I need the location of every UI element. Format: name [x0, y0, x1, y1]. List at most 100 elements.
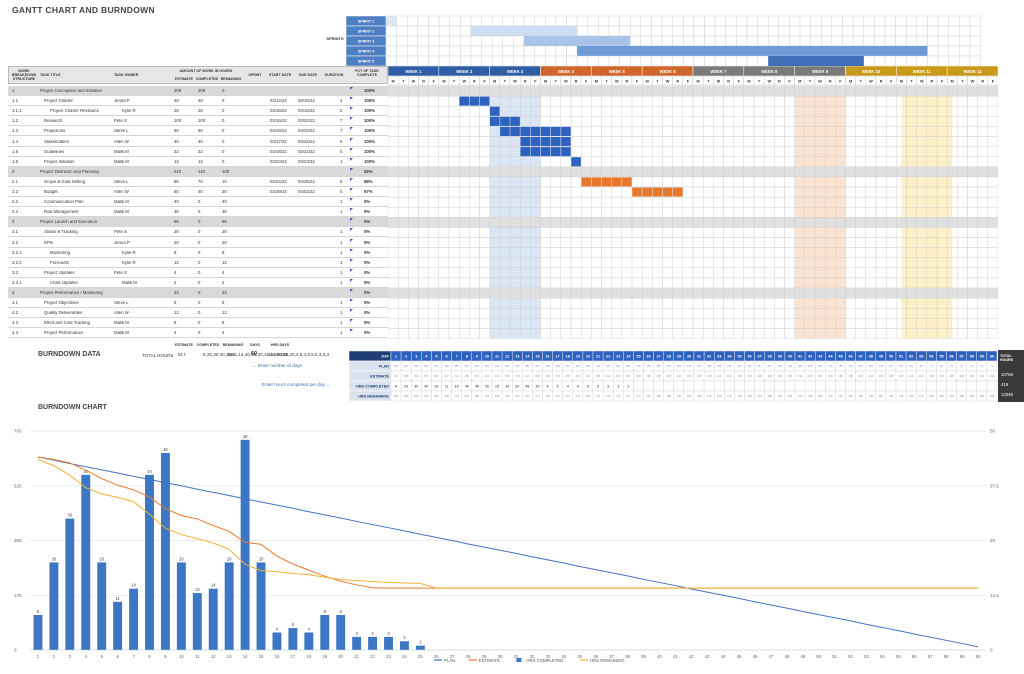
x-tick: 36 [593, 654, 598, 659]
table-row[interactable]: 3 Project Launch and Execution 66 0 66 0% [8, 217, 388, 228]
gantt-cell [763, 297, 775, 309]
table-row[interactable]: 1.3 Projections Steve L 60 60 0 03/16/22 03/22/… [8, 126, 388, 137]
estimate-value: 198 [949, 374, 954, 378]
pct-flag-icon [350, 278, 353, 282]
gantt-cell [733, 308, 745, 319]
pct-flag-icon [350, 309, 353, 313]
remaining-value: 198 [919, 394, 924, 398]
sprint-cell [704, 25, 716, 37]
plan-value: 82 [920, 364, 923, 368]
table-row[interactable]: 4.3 Effort and Cost Tracking Malik M 8 0 8 1 0% [8, 318, 388, 329]
gantt-cell [967, 186, 978, 198]
table-row[interactable]: 4.4 Project Performance Malik M 4 0 4 1 0% [8, 328, 388, 339]
table-row[interactable]: 3.2.1 Monitoring Kylie R 8 0 8 1 0% [8, 248, 388, 258]
table-row[interactable]: 4 Project Performance / Monitoring 32 0 32 0% [8, 288, 388, 299]
sprint-cell [587, 55, 599, 66]
gantt-cell [388, 207, 399, 218]
table-row[interactable]: 3.2 KPIs Jenna P 20 0 20 1 0% [8, 238, 388, 248]
table-row[interactable]: 4.1 Project Objectives Steve L 8 0 8 1 0% [8, 298, 388, 309]
completed-value: 14 [455, 384, 459, 388]
sprint-cell [576, 15, 588, 27]
chart-bar [192, 593, 202, 650]
table-row[interactable]: 2.3 Communication Plan Malik M 40 0 40 1 0% [8, 197, 388, 208]
bd-row-label: DAY [381, 354, 389, 358]
sprint-cell [863, 25, 875, 37]
gantt-cell [702, 126, 714, 137]
gantt-cell [652, 237, 663, 248]
gantt-cell [611, 257, 623, 268]
gantt-cell [428, 247, 440, 258]
sprint-cell [629, 25, 641, 37]
day-letter: W [920, 80, 924, 84]
sprint-cell [608, 25, 620, 37]
gantt-cell [987, 196, 998, 208]
plan-value: 134 [869, 364, 874, 368]
x-tick: 38 [625, 654, 630, 659]
table-row[interactable]: 1.4 Stakeholders Allen W 40 40 0 03/17/22 03/22… [8, 137, 388, 147]
table-row[interactable]: 1.2 Research Pete S 100 100 0 03/16/22 03/22/22… [8, 116, 388, 127]
x-tick: 33 [545, 654, 550, 659]
x-tick: 18 [306, 654, 311, 659]
gantt-cell [702, 207, 714, 218]
sprint-cell [608, 15, 620, 27]
plan-value: 401 [606, 364, 611, 368]
remaining-value: 198 [687, 394, 692, 398]
gantt-cell [723, 176, 734, 188]
table-row[interactable]: 2 Project Definition and Planning 210 110 10… [8, 166, 388, 177]
gantt-cell [885, 257, 897, 268]
x-tick: 21 [354, 654, 359, 659]
table-row[interactable]: 3.1 Status & Tracking Pete S 20 0 20 1 0% [8, 227, 388, 238]
gantt-cell [977, 308, 989, 319]
table-row[interactable]: 3.3.1 Chart Updates Malik M 2 0 2 1 0% [8, 278, 388, 288]
bd-days[interactable]: 60 [251, 351, 258, 357]
estimate-value: 198 [788, 374, 793, 378]
cell-t: Project Conception and Initiation [40, 89, 102, 93]
table-row[interactable]: 2.4 Risk Management Malik M 30 0 30 1 0% [8, 207, 388, 218]
table-row[interactable]: 2.2 Budget Allen W 60 40 20 03/29/22 04/02/22 5 6… [8, 187, 388, 198]
gantt-cell [692, 136, 704, 147]
table-row[interactable]: 3.3 Project Updates Pete S 4 0 4 1 0% [8, 268, 388, 278]
table-row[interactable]: 1.6 Project Initiation Malik M 12 12 0 03/23/2… [8, 157, 388, 167]
bar-label: 40 [83, 469, 88, 474]
cell-e: 25 [174, 109, 179, 114]
table-row[interactable]: 1.1.1 Project Charter Revisions Kylie R 25 2… [8, 106, 388, 117]
table-row[interactable]: 2.1 Scope & Goal Setting Steve L 80 70 10 03/2… [8, 177, 388, 187]
remaining-value: 198 [656, 394, 661, 398]
gantt-cell [713, 136, 724, 147]
cell-c: 0 [198, 260, 201, 265]
sprint-cell [428, 35, 440, 47]
day-letter: M [646, 80, 649, 84]
cell-sd: 03/29/22 [270, 190, 287, 194]
completed-value: 48 [525, 384, 529, 388]
table-row[interactable]: 3.2.2 Forecasts Kylie R 12 0 12 1 0% [8, 258, 388, 268]
bd-cell [986, 390, 997, 402]
gantt-cell [865, 297, 877, 309]
table-row[interactable]: 1.1 Project Charter Jenna P 40 40 0 03/12/22 03… [8, 96, 388, 107]
table-row[interactable]: 1.5 Guidelines Malik M 32 32 0 03/18/22 03/22/2… [8, 147, 388, 157]
gantt-cell [865, 257, 877, 268]
gantt-cell [987, 176, 998, 188]
bd-cell [643, 380, 654, 392]
chart-bar [33, 614, 43, 650]
gantt-cell [682, 308, 694, 319]
gantt-cell [479, 116, 490, 127]
sprint-cell [672, 25, 684, 37]
day-number: 48 [869, 355, 873, 359]
estimate-value: 198 [616, 374, 621, 378]
gantt-cell [479, 126, 490, 137]
day-letter: W [412, 80, 416, 84]
x-tick: 37 [609, 654, 614, 659]
table-row[interactable]: 1 Project Conception and Initiation 309 309… [8, 86, 388, 97]
remaining-value: 198 [899, 394, 904, 398]
gantt-cell [662, 227, 673, 238]
estimate-value: 198 [980, 374, 985, 378]
gantt-cell [774, 308, 785, 319]
completed-value: 8 [577, 384, 579, 388]
gantt-cell [580, 126, 592, 137]
gantt-cell [631, 207, 643, 218]
gantt-cell [388, 308, 399, 319]
table-row[interactable]: 4.2 Quality Deliverables Allen W 12 0 12 1 0% [8, 308, 388, 319]
gantt-cell [397, 126, 409, 137]
day-letter: F [890, 80, 893, 84]
completed-value: 20 [404, 384, 408, 388]
